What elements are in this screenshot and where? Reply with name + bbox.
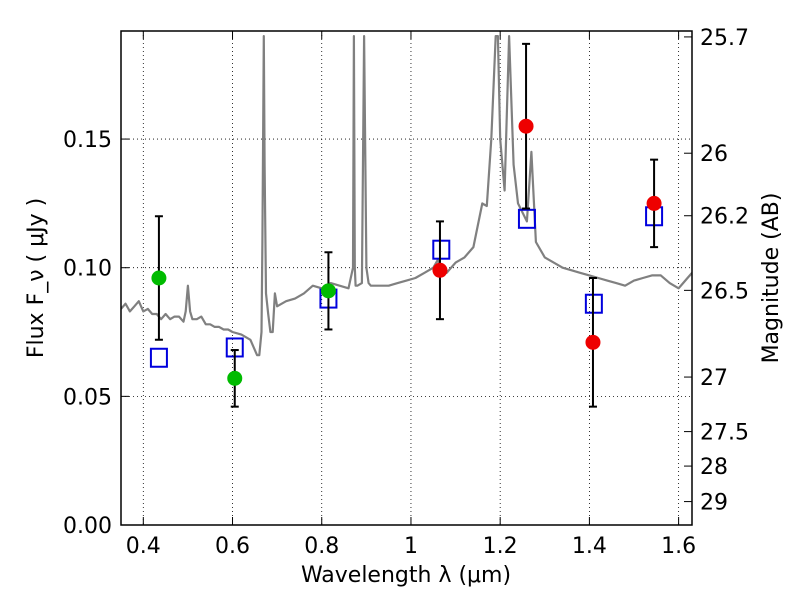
ticks: 0.4 0.6 0.8 1 1.2 1.4 1.6 0.00 0.05 0.10 0.15 25.7 2… (63, 26, 749, 559)
y2-axis-label: Magnitude (AB) (759, 193, 784, 364)
model-photometry-square (149, 347, 168, 368)
y-axis-label: Flux F_ν ( μJy ) (24, 198, 49, 358)
mag-tick-label: 26.2 (700, 205, 749, 230)
observed-flux-point (585, 334, 601, 350)
plot-frame (120, 30, 693, 526)
observed-flux-point (646, 195, 662, 211)
model-photometry-square (432, 239, 451, 260)
mag-tick-label: 27 (700, 366, 728, 391)
y-tick-label: 0.15 (63, 128, 112, 153)
observed-flux-point (432, 262, 448, 278)
y-tick-label: 0.00 (63, 514, 112, 539)
mag-tick-label: 26.5 (700, 279, 749, 304)
mag-tick-label: 27.5 (700, 421, 749, 446)
y-tick-label: 0.10 (63, 257, 112, 282)
mag-tick-label: 26 (700, 142, 728, 167)
observed-flux-point (320, 283, 336, 299)
x-tick-label: 1.6 (661, 534, 696, 559)
x-tick-label: 0.8 (304, 534, 339, 559)
x-tick-label: 1.4 (572, 534, 607, 559)
observed-flux-point (227, 370, 243, 386)
x-tick-label: 0.4 (126, 534, 161, 559)
x-tick-label: 1 (404, 534, 418, 559)
model-photometry-square (517, 208, 536, 229)
mag-tick-label: 29 (700, 491, 728, 516)
observed-flux-point (518, 118, 534, 134)
mag-tick-label: 28 (700, 455, 728, 480)
y-tick-label: 0.05 (63, 385, 112, 410)
x-axis-label: Wavelength λ (μm) (301, 563, 511, 588)
plot-background (121, 31, 692, 525)
model-spectrum-line (121, 35, 692, 357)
x-tick-label: 1.2 (483, 534, 518, 559)
mag-tick-label: 25.7 (700, 26, 749, 51)
observed-flux-point (151, 270, 167, 286)
x-tick-label: 0.6 (215, 534, 250, 559)
plot-area (121, 35, 692, 408)
